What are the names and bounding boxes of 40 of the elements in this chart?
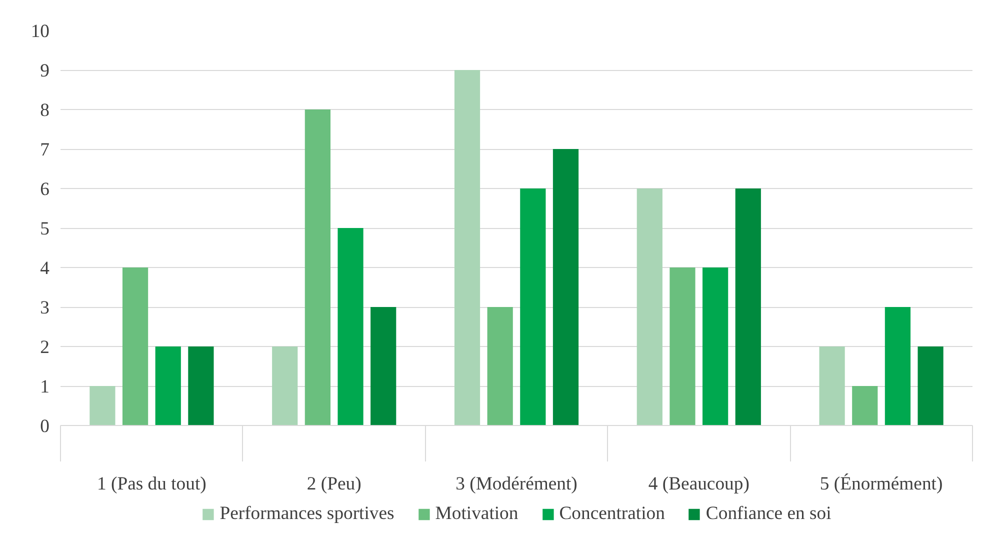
y-tick-label: 10 xyxy=(30,21,50,42)
legend-label: Concentration xyxy=(559,503,665,525)
bar xyxy=(735,188,761,426)
x-tick-label: 4 (Beaucoup) xyxy=(648,474,750,494)
y-tick-label: 5 xyxy=(40,218,50,240)
y-tick-label: 9 xyxy=(40,60,50,82)
bar xyxy=(670,268,696,426)
bar xyxy=(188,346,214,426)
bar xyxy=(884,307,911,426)
x-tick-label: 5 (Énormément) xyxy=(820,472,943,494)
bar xyxy=(90,386,116,426)
y-tick-label: 6 xyxy=(40,179,50,200)
x-tick-label: 1 (Pas du tout) xyxy=(97,474,206,494)
bar xyxy=(304,110,330,426)
bar xyxy=(487,307,513,426)
bar xyxy=(852,386,878,426)
bar xyxy=(122,268,148,426)
y-tick-label: 3 xyxy=(40,298,50,318)
y-tick-label: 1 xyxy=(40,376,50,398)
bar xyxy=(272,346,298,426)
x-tick-label: 3 (Modérément) xyxy=(456,474,578,494)
bar xyxy=(702,268,728,426)
x-tick-label: 2 (Peu) xyxy=(306,474,362,494)
bar xyxy=(370,307,396,426)
bar xyxy=(552,149,579,426)
legend-label: Performances sportives xyxy=(220,503,394,525)
bar xyxy=(636,188,662,426)
bar xyxy=(155,346,181,426)
y-tick-label: 7 xyxy=(40,140,50,160)
bar xyxy=(338,228,364,426)
bar xyxy=(819,346,845,426)
legend-label: Confiance en soi xyxy=(706,503,832,525)
bar xyxy=(520,188,546,426)
legend-label: Motivation xyxy=(435,503,518,525)
y-tick-label: 2 xyxy=(40,337,50,358)
bar xyxy=(918,346,944,426)
y-tick-label: 0 xyxy=(40,416,50,437)
bar xyxy=(454,70,480,426)
y-tick-label: 8 xyxy=(40,100,50,121)
y-tick-label: 4 xyxy=(40,258,50,279)
